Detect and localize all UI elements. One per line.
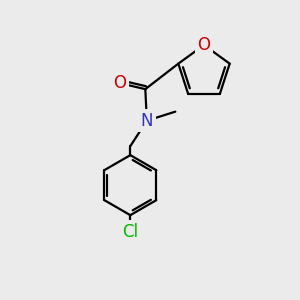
- Text: Cl: Cl: [122, 223, 138, 241]
- Text: N: N: [141, 112, 153, 130]
- Text: O: O: [113, 74, 126, 92]
- Text: O: O: [197, 36, 211, 54]
